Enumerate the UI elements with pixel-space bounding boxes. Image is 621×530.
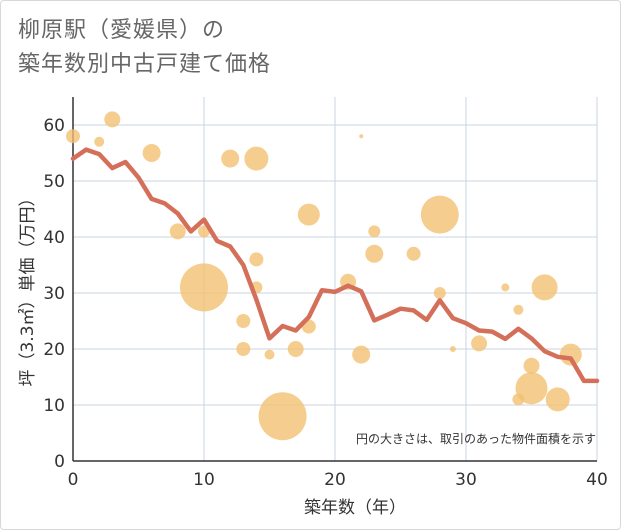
- data-bubble: [501, 283, 510, 292]
- data-bubble: [368, 225, 381, 238]
- y-tick-label: 30: [43, 284, 65, 304]
- data-bubble: [236, 342, 251, 356]
- trend-series: [70, 147, 600, 384]
- y-axis-label: 坪（3.3㎡）単価（万円）: [18, 189, 38, 386]
- data-bubble: [531, 274, 558, 301]
- data-bubble: [352, 345, 371, 364]
- data-bubble: [287, 341, 304, 357]
- data-bubble: [471, 335, 488, 352]
- data-bubble: [66, 129, 80, 144]
- data-bubble: [264, 349, 275, 360]
- chart-title-line2: 築年数別中古戸建て価格: [18, 52, 272, 77]
- data-bubble: [359, 134, 364, 139]
- trend-line: [70, 147, 600, 384]
- data-bubble: [244, 146, 269, 171]
- data-bubble: [94, 136, 105, 147]
- data-bubble: [142, 144, 161, 162]
- data-bubble: [221, 149, 240, 168]
- y-tick-label: 40: [43, 228, 65, 248]
- grid-lines: [73, 97, 598, 461]
- tick-labels: 0 10 20 30 40 0 10 20 30 40 50 60: [43, 116, 607, 490]
- data-bubble: [258, 392, 307, 441]
- x-tick-label: 40: [586, 470, 608, 490]
- data-bubble: [513, 304, 524, 315]
- x-tick-label: 20: [324, 470, 346, 490]
- data-bubble: [523, 357, 540, 374]
- y-tick-label: 60: [43, 116, 65, 136]
- y-tick-label: 10: [43, 396, 65, 416]
- chart-title: 柳原駅（愛媛県）の 築年数別中古戸建て価格: [18, 14, 271, 82]
- x-tick-label: 30: [455, 470, 477, 490]
- data-bubble: [249, 252, 264, 267]
- data-bubble: [297, 203, 320, 226]
- data-bubble: [559, 343, 582, 366]
- size-note: 円の大きさは、取引のあった物件面積を示す: [356, 431, 596, 446]
- data-bubble: [104, 111, 121, 128]
- data-bubble: [180, 263, 228, 312]
- data-bubble: [433, 287, 446, 299]
- x-tick-label: 10: [193, 470, 215, 490]
- chart-title-line1: 柳原駅（愛媛県）の: [18, 18, 226, 43]
- data-bubble: [169, 223, 186, 240]
- data-bubble: [406, 246, 421, 261]
- data-bubble: [545, 387, 570, 412]
- x-tick-label: 0: [68, 470, 79, 490]
- data-bubble: [365, 244, 384, 263]
- y-tick-label: 50: [43, 172, 65, 192]
- x-axis-label: 築年数（年）: [304, 498, 406, 518]
- y-tick-label: 20: [43, 340, 65, 360]
- bubble-series: [66, 111, 582, 441]
- data-bubble: [449, 346, 456, 352]
- y-tick-label: 0: [54, 452, 65, 472]
- data-bubble: [420, 195, 459, 234]
- data-bubble: [236, 314, 251, 328]
- data-bubble: [515, 372, 548, 405]
